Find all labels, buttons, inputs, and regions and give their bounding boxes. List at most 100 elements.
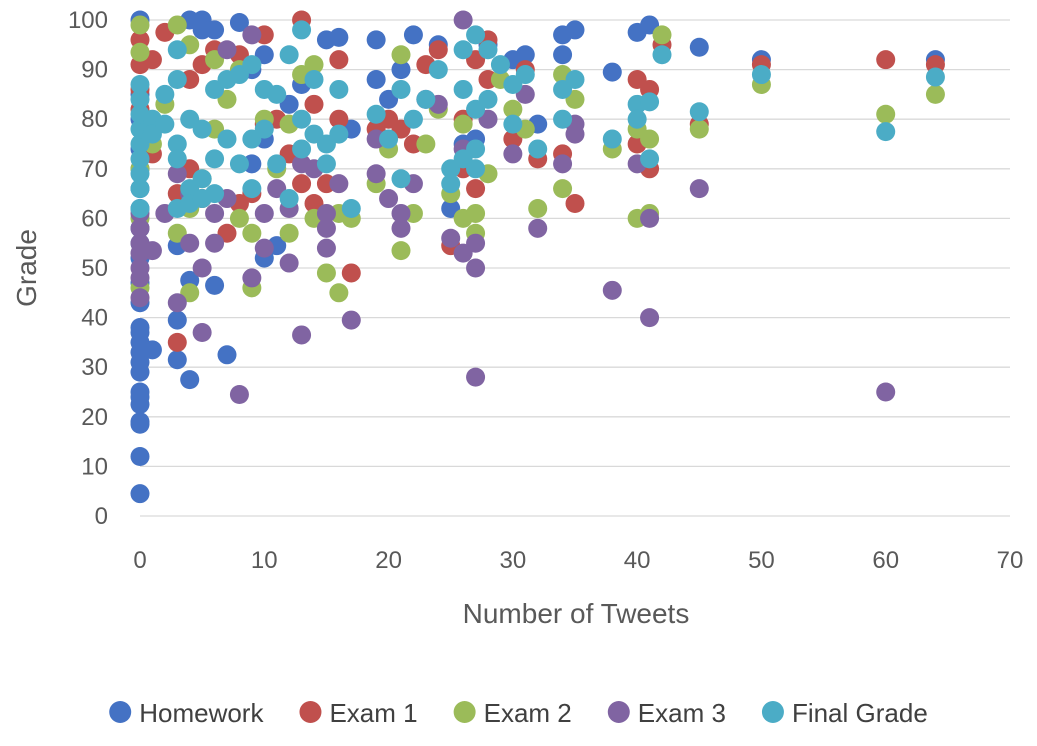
data-point xyxy=(292,139,312,159)
data-point xyxy=(751,65,771,85)
data-point xyxy=(565,124,585,144)
data-point xyxy=(304,55,324,75)
data-point xyxy=(565,20,585,40)
data-point xyxy=(391,218,411,238)
x-tick-label: 0 xyxy=(133,547,146,574)
x-tick-label: 60 xyxy=(872,547,899,574)
data-point xyxy=(130,198,150,218)
data-point xyxy=(217,40,237,60)
data-point xyxy=(391,45,411,65)
data-point xyxy=(130,149,150,169)
data-point xyxy=(292,325,312,345)
data-point xyxy=(130,446,150,466)
x-axis-title: Number of Tweets xyxy=(463,598,690,629)
y-tick-label: 50 xyxy=(81,255,108,282)
data-point xyxy=(391,203,411,223)
data-point xyxy=(329,109,349,129)
data-point xyxy=(329,27,349,47)
data-point xyxy=(130,258,150,278)
data-point xyxy=(229,154,249,174)
data-point xyxy=(602,62,622,82)
data-point xyxy=(167,15,187,35)
data-point xyxy=(267,84,287,104)
legend-marker xyxy=(453,701,476,723)
legend-item-exam-2: Exam 2 xyxy=(453,698,572,728)
data-point xyxy=(254,119,274,139)
data-point xyxy=(515,45,535,65)
data-point xyxy=(565,194,585,214)
data-point xyxy=(242,25,262,45)
data-point xyxy=(292,174,312,194)
y-axis-ticks: 0 10 20 30 40 50 60 70 80 90 100 xyxy=(68,7,108,530)
data-point xyxy=(316,203,336,223)
x-tick-label: 50 xyxy=(748,547,775,574)
data-point xyxy=(142,241,162,261)
y-tick-label: 20 xyxy=(81,404,108,431)
data-point xyxy=(441,228,461,248)
data-point xyxy=(205,149,225,169)
x-tick-label: 40 xyxy=(624,547,651,574)
data-point xyxy=(640,149,660,169)
data-point xyxy=(167,70,187,90)
data-point xyxy=(466,203,486,223)
y-axis-title: Grade xyxy=(11,229,42,307)
data-point xyxy=(503,99,523,119)
x-tick-label: 20 xyxy=(375,547,402,574)
data-point xyxy=(192,322,212,342)
data-point xyxy=(366,70,386,90)
data-point xyxy=(652,45,672,65)
data-point xyxy=(130,164,150,184)
data-point xyxy=(466,233,486,253)
data-point xyxy=(316,218,336,238)
data-point xyxy=(155,114,175,134)
series-homework xyxy=(130,10,945,504)
data-point xyxy=(205,203,225,223)
data-point xyxy=(876,122,896,142)
data-point xyxy=(180,233,200,253)
series-final-grade xyxy=(130,20,945,218)
data-point xyxy=(205,233,225,253)
data-point xyxy=(416,134,436,154)
data-point xyxy=(689,37,709,57)
data-point xyxy=(466,25,486,45)
data-point xyxy=(515,65,535,85)
data-point xyxy=(876,382,896,402)
data-point xyxy=(490,55,510,75)
y-tick-label: 10 xyxy=(81,453,108,480)
x-tick-label: 70 xyxy=(997,547,1024,574)
data-point xyxy=(192,169,212,189)
data-point xyxy=(689,119,709,139)
data-point xyxy=(503,144,523,164)
data-point xyxy=(403,109,423,129)
data-point xyxy=(130,15,150,35)
legend-label: Homework xyxy=(139,698,264,728)
legend-marker xyxy=(109,701,132,723)
data-point xyxy=(279,189,299,209)
data-point xyxy=(267,154,287,174)
x-tick-label: 30 xyxy=(500,547,527,574)
data-point xyxy=(453,40,473,60)
legend-item-exam-1: Exam 1 xyxy=(299,698,418,728)
data-point xyxy=(229,384,249,404)
data-point xyxy=(553,179,573,199)
data-point xyxy=(391,169,411,189)
y-tick-label: 70 xyxy=(81,156,108,183)
data-point xyxy=(167,149,187,169)
data-point xyxy=(553,109,573,129)
data-point xyxy=(316,238,336,258)
data-point xyxy=(205,275,225,295)
data-point xyxy=(316,154,336,174)
data-point xyxy=(876,50,896,70)
y-tick-label: 30 xyxy=(81,354,108,381)
data-point xyxy=(242,55,262,75)
data-point xyxy=(205,184,225,204)
data-point xyxy=(416,89,436,109)
data-point xyxy=(466,179,486,199)
legend-label: Exam 1 xyxy=(329,698,417,728)
legend-marker xyxy=(607,701,630,723)
data-point xyxy=(341,198,361,218)
data-point xyxy=(254,238,274,258)
data-point xyxy=(689,179,709,199)
data-point xyxy=(379,189,399,209)
